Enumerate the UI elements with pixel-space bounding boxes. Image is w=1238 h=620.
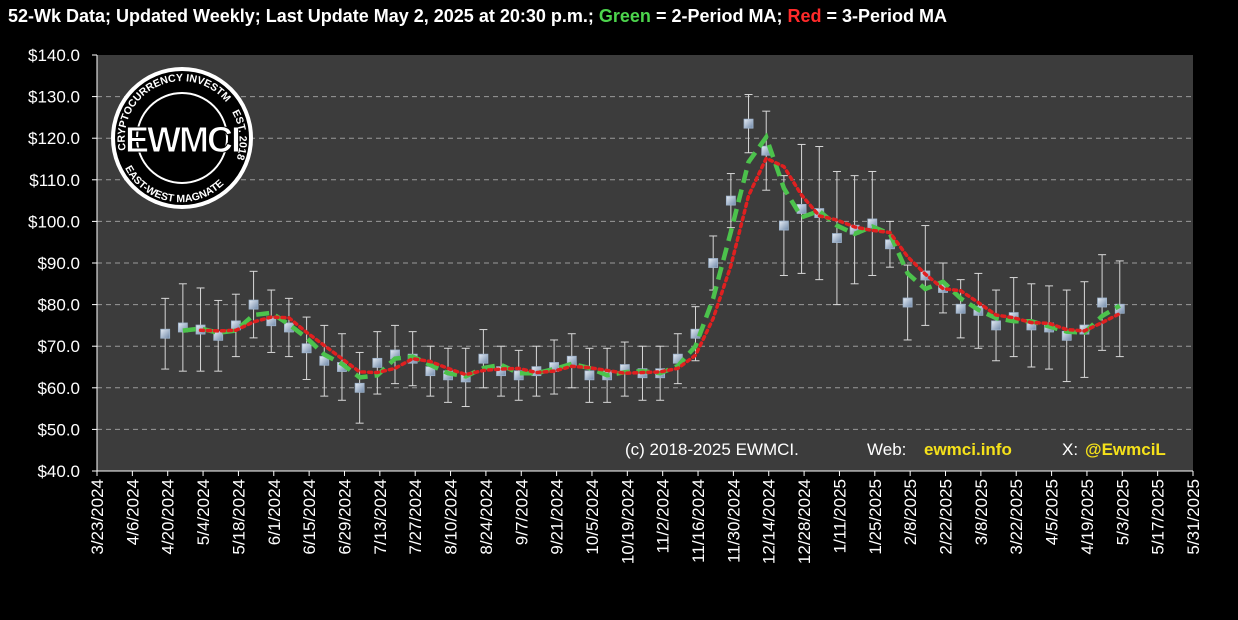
x-tick-label: 8/10/2024: [442, 479, 461, 555]
x-tick-label: 2/22/2025: [937, 479, 956, 555]
x-tick-label: 12/14/2024: [760, 479, 779, 564]
marker: [301, 343, 312, 354]
marker: [177, 322, 188, 333]
x-tick-label: 11/16/2024: [689, 479, 708, 563]
title-red: Red: [787, 6, 822, 26]
x-tick-label: 7/27/2024: [406, 479, 425, 555]
x-tick-label: 1/25/2025: [866, 479, 885, 555]
x-tick-label: 9/21/2024: [548, 479, 567, 555]
marker: [160, 328, 171, 339]
marker: [248, 299, 259, 310]
lines: [182, 132, 1122, 380]
x-tick-label: 5/18/2024: [229, 479, 248, 555]
chart-title: 52-Wk Data; Updated Weekly; Last Update …: [8, 6, 947, 27]
x-tick-label: 1/11/2025: [830, 479, 849, 553]
x-tick-label: 6/15/2024: [300, 479, 319, 555]
x-tick-label: 4/6/2024: [123, 479, 142, 545]
x-tick-label: 4/19/2025: [1078, 479, 1097, 555]
x-tick-label: 6/1/2024: [265, 479, 284, 545]
marker: [1097, 297, 1107, 308]
y-tick-label: $40.0: [37, 462, 80, 481]
axes: $40.0 $50.0 $60.0 $70.0 $80.0 $90.0 $100.0 $110…: [28, 46, 1203, 564]
x-tick-label: 11/30/2024: [724, 479, 743, 563]
logo-inner: [136, 92, 228, 184]
x-label: X:: [1062, 440, 1078, 459]
copyright: (c) 2018-2025 EWMCI.: [625, 440, 799, 459]
logo-name: EWMCI: [125, 119, 239, 160]
x-tick-label: 4/20/2024: [159, 479, 178, 555]
marker: [1114, 303, 1125, 314]
marker: [372, 357, 383, 368]
marker: [832, 233, 842, 243]
marker: [955, 303, 966, 314]
ma3-line: [198, 155, 1122, 377]
marker: [478, 353, 489, 364]
x-handle: @EwmciL: [1085, 440, 1166, 459]
x-tick-label: 9/7/2024: [512, 479, 531, 545]
marker: [708, 258, 719, 268]
x-tick-label: 10/19/2024: [618, 479, 637, 564]
x-tick-label: 7/13/2024: [371, 479, 390, 555]
x-tick-label: 6/29/2024: [335, 479, 354, 555]
title-text: 52-Wk Data; Updated Weekly; Last Update …: [8, 6, 594, 26]
y-tick-label: $60.0: [37, 379, 80, 398]
title-text: = 2-Period MA;: [655, 6, 783, 26]
marker: [584, 370, 595, 381]
title-text: = 3-Period MA: [826, 6, 948, 26]
x-tick-label: 12/28/2024: [795, 479, 814, 564]
title-green: Green: [598, 6, 651, 26]
web-link: ewmci.info: [924, 440, 1012, 459]
y-tick-label: $50.0: [37, 420, 80, 439]
x-tick-label: 8/24/2024: [477, 479, 496, 555]
y-tick-label: $130.0: [28, 88, 80, 107]
y-tick-label: $70.0: [37, 337, 80, 356]
marker: [778, 220, 789, 231]
x-tick-label: 3/23/2024: [88, 479, 107, 555]
x-tick-label: 10/5/2024: [583, 479, 602, 555]
x-tick-label: 11/2/2024: [654, 479, 673, 553]
x-tick-label: 2/8/2025: [901, 479, 920, 545]
x-tick-label: 5/17/2025: [1149, 479, 1168, 555]
x-tick-label: 3/22/2025: [1007, 479, 1026, 555]
y-tick-label: $100.0: [28, 212, 80, 231]
marker: [743, 118, 754, 129]
marker: [354, 382, 365, 393]
x-tick-label: 5/4/2024: [194, 479, 213, 545]
y-tick-label: $110.0: [29, 171, 80, 190]
marker: [991, 320, 1001, 331]
marker: [725, 195, 736, 206]
y-tick-label: $80.0: [37, 296, 80, 315]
x-tick-label: 4/5/2025: [1043, 479, 1062, 545]
y-tick-label: $120.0: [28, 129, 80, 148]
web-label: Web:: [867, 440, 906, 459]
y-tick-label: $140.0: [28, 46, 80, 65]
x-tick-label: 5/31/2025: [1184, 479, 1203, 555]
marker: [902, 297, 913, 308]
x-tick-label: 5/3/2025: [1113, 479, 1132, 545]
x-tick-label: 3/8/2025: [972, 479, 991, 545]
y-tick-label: $90.0: [37, 254, 80, 273]
grid: [97, 96, 1193, 430]
